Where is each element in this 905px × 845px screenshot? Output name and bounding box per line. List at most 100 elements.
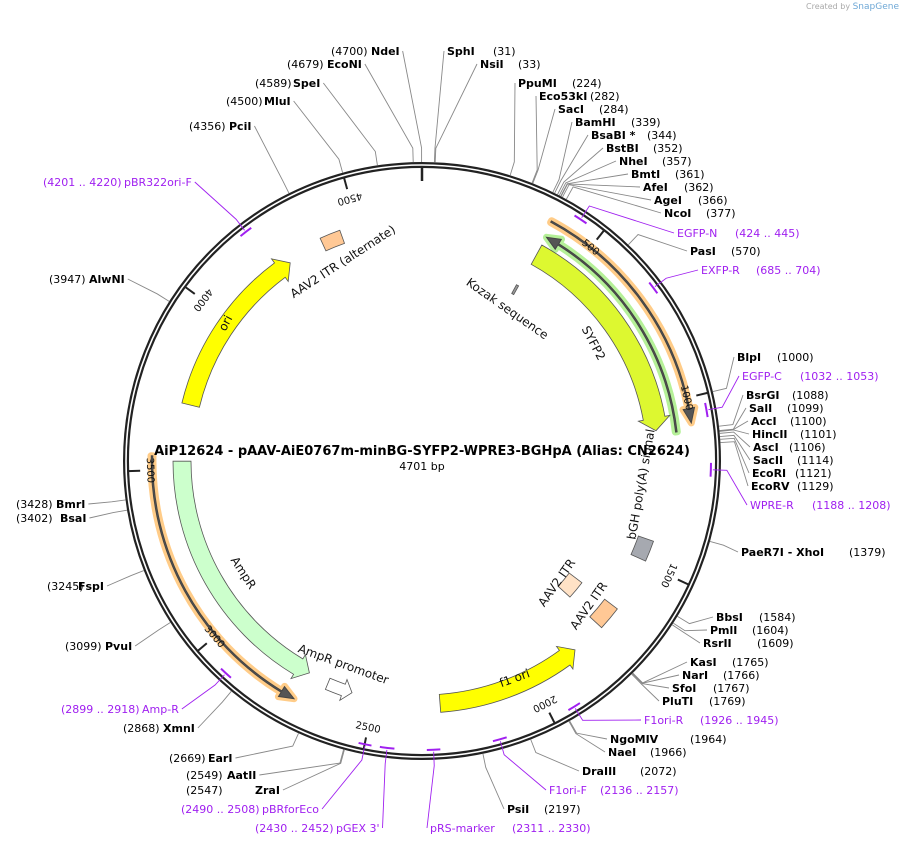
feature-ori	[181, 258, 291, 408]
tick-mark	[342, 177, 349, 190]
enzyme-bstbi-position: (352)	[653, 142, 683, 155]
plasmid-title: AiP12624 - pAAV-AiE0767m-minBG-SYFP2-WPR…	[154, 444, 690, 459]
primer-f1ori-f-position: (2136 .. 2157)	[600, 784, 679, 797]
enzyme-bstbi-leader	[557, 147, 604, 195]
feature-ampr-promoter	[324, 677, 353, 702]
enzyme-draiii-leader	[530, 739, 580, 772]
feature-aav2-itr	[557, 572, 583, 598]
primer-wpre-r-name: WPRE-R	[750, 499, 794, 512]
enzyme-bsai-name: BsaI	[60, 512, 86, 525]
enzyme-psii-leader	[482, 753, 505, 810]
enzyme-ncoi-leader	[565, 186, 662, 214]
primer-f1ori-f-name: F1ori-F	[549, 784, 587, 797]
enzyme-mlui: MluI(4500)	[226, 95, 291, 108]
primer-egfp-c-leader	[708, 375, 740, 411]
plasmid-length: 4701 bp	[399, 460, 444, 473]
enzyme-bsrgi: BsrGI (1088)	[746, 389, 829, 402]
primer-f1ori-r: F1ori-R (1926 .. 1945)	[644, 714, 779, 727]
enzyme-saci-leader	[532, 108, 556, 184]
primer-amp-r-name: Amp-R	[142, 703, 179, 716]
primer-prs-marker: pRS-marker (2311 .. 2330)	[430, 822, 591, 835]
enzyme-bamhi: BamHI (339)	[575, 116, 661, 129]
primer-egfp-n: EGFP-N (424 .. 445)	[677, 227, 800, 240]
enzyme-nhei-name: NheI	[619, 155, 648, 168]
primer-pbrforeco-position: (2490 .. 2508)	[181, 803, 260, 816]
primer-f1ori-f: F1ori-F (2136 .. 2157)	[549, 784, 679, 797]
primer-f1ori-r-name: F1ori-R	[644, 714, 684, 727]
enzyme-blpi-position: (1000)	[777, 351, 814, 364]
primer-pbr322ori-f-mark	[239, 227, 252, 237]
enzyme-nhei: NheI (357)	[619, 155, 692, 168]
enzyme-bbsi: BbsI (1584)	[716, 611, 796, 624]
primer-f1ori-r-mark	[567, 702, 581, 712]
tick-label: 2000	[531, 693, 559, 714]
primer-egfp-c: EGFP-C (1032 .. 1053)	[742, 370, 879, 383]
enzyme-ncoi-position: (377)	[706, 207, 736, 220]
enzyme-bsabi: BsaBI * (344)	[591, 129, 677, 142]
enzyme-paer7i-xhoi: PaeR7I - XhoI (1379)	[741, 546, 886, 559]
backbone-gap	[125, 164, 719, 758]
enzyme-pvui: PvuI(3099)	[65, 640, 132, 653]
tick-mark	[677, 578, 690, 586]
enzyme-mlui-leader	[293, 100, 344, 173]
enzyme-sphi-position: (31)	[493, 45, 516, 58]
enzyme-pluti-position: (1769)	[709, 695, 746, 708]
primer-amp-r-mark	[220, 667, 232, 679]
enzyme-naei: NaeI (1966)	[608, 746, 687, 759]
primer-egfp-c-mark	[704, 402, 709, 418]
primer-exfp-r-name: EXFP-R	[701, 264, 740, 277]
backbone	[123, 162, 721, 760]
enzyme-blpi-leader	[712, 356, 735, 393]
enzyme-sali-name: SalI	[749, 402, 772, 415]
enzyme-blpi: BlpI (1000)	[737, 351, 814, 364]
feature-syfp2	[530, 244, 671, 432]
enzyme-sali-position: (1099)	[787, 402, 824, 415]
enzyme-ppumi-leader	[509, 82, 516, 176]
enzyme-sphi-leader	[433, 50, 445, 163]
enzyme-bsrgi-position: (1088)	[792, 389, 829, 402]
orf-arrow	[549, 220, 696, 425]
primer-wpre-r-leader	[712, 469, 748, 506]
enzyme-bmri-name: BmrI	[56, 498, 85, 511]
primer-wpre-r: WPRE-R (1188 .. 1208)	[750, 499, 891, 512]
enzyme-nari-name: NarI	[682, 669, 708, 682]
enzyme-draiii-name: DraIII	[582, 765, 616, 778]
enzyme-bmti-position: (361)	[675, 168, 705, 181]
enzyme-bstbi-name: BstBI	[606, 142, 639, 155]
enzyme-alwni-position: (3947)	[49, 273, 86, 286]
feature-label-ampr-promoter: AmpR promoter	[296, 641, 390, 687]
enzyme-spei-name: SpeI	[293, 77, 320, 90]
enzyme-bsrgi-leader	[718, 394, 744, 427]
enzyme-econi-position: (4679)	[287, 58, 324, 71]
enzyme-eari-name: EarI	[208, 752, 232, 765]
enzyme-sfoi-leader	[631, 673, 670, 689]
enzyme-aatii-name: AatII	[227, 769, 256, 782]
enzyme-kasi: KasI (1765)	[690, 656, 769, 669]
primer-pgex-3: pGEX 3'(2430 .. 2452)	[255, 822, 380, 835]
enzyme-spei-position: (4589)	[255, 77, 292, 90]
snapgene-credit: Created by SnapGene	[806, 2, 899, 12]
enzyme-pmli: PmlI (1604)	[710, 624, 789, 637]
enzyme-xmni-leader	[197, 690, 232, 729]
enzyme-pasi-name: PasI	[690, 245, 716, 258]
enzyme-naei-leader	[568, 721, 606, 753]
enzyme-draiii-position: (2072)	[640, 765, 677, 778]
enzyme-bmri: BmrI(3428)	[16, 498, 85, 511]
enzyme-econi-leader	[364, 63, 414, 163]
primer-pgex-3-mark	[379, 745, 395, 750]
primer-prs-marker-name: pRS-marker	[430, 822, 495, 835]
enzyme-asci: AscI (1106)	[753, 441, 826, 454]
primer-pbrforeco: pBRforEco(2490 .. 2508)	[181, 803, 319, 816]
enzyme-aatii-leader	[259, 749, 345, 776]
enzyme-ppumi: PpuMI (224)	[518, 77, 602, 90]
enzyme-afei-position: (362)	[684, 181, 714, 194]
enzyme-kasi-leader	[632, 661, 688, 684]
snapgene-logo: SnapGene	[852, 2, 899, 12]
primer-exfp-r-position: (685 .. 704)	[756, 264, 821, 277]
enzyme-alwni-leader	[127, 278, 170, 302]
primer-pbrforeco-name: pBRforEco	[262, 803, 319, 816]
enzyme-hincii-position: (1101)	[800, 428, 837, 441]
tick-mark	[595, 229, 605, 241]
